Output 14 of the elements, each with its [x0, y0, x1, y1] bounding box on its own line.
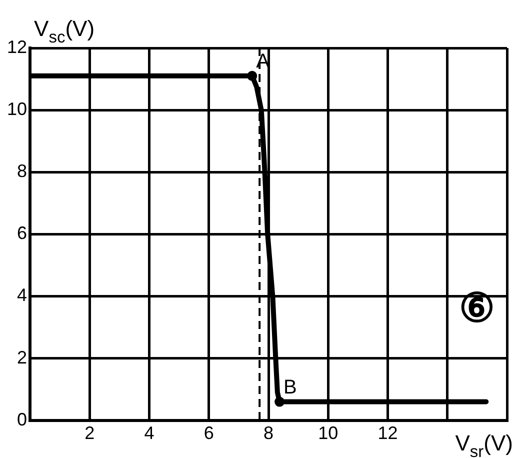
y-tick-label: 8 — [17, 161, 28, 182]
x-tick-label: 8 — [264, 423, 274, 444]
x-tick-label: 10 — [318, 423, 338, 444]
y-tick-label: 10 — [6, 99, 28, 120]
x-tick-label: 4 — [144, 423, 154, 444]
x-tick-label: 6 — [204, 423, 214, 444]
y-tick-label: 12 — [6, 36, 28, 57]
y-tick-label: 4 — [17, 285, 28, 306]
y-tick-label: 2 — [17, 347, 28, 368]
x-tick-label: 2 — [84, 423, 95, 444]
y-tick-label: 6 — [17, 223, 28, 244]
y-tick-label: 0 — [17, 409, 28, 430]
annotation: B — [284, 376, 297, 398]
x-tick-label: 12 — [378, 423, 398, 444]
